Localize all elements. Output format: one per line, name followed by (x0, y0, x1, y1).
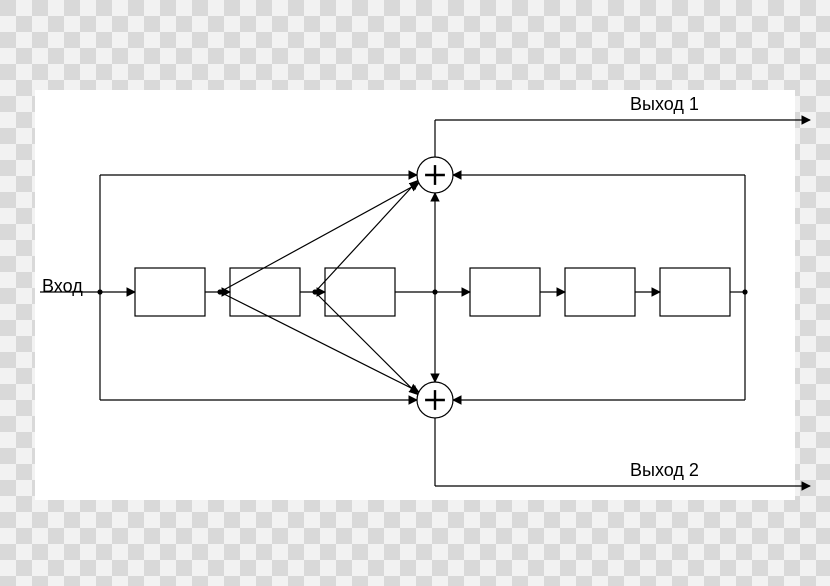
register-3 (325, 268, 395, 316)
label-out1: Выход 1 (630, 94, 699, 114)
adder-top (417, 157, 453, 193)
encoder-diagram: Вход Выход 1 Выход 2 (0, 0, 830, 586)
register-1 (135, 268, 205, 316)
register-6 (660, 268, 730, 316)
adder-bottom (417, 382, 453, 418)
register-4 (470, 268, 540, 316)
label-out2: Выход 2 (630, 460, 699, 480)
register-2 (230, 268, 300, 316)
register-5 (565, 268, 635, 316)
label-input: Вход (42, 276, 83, 296)
